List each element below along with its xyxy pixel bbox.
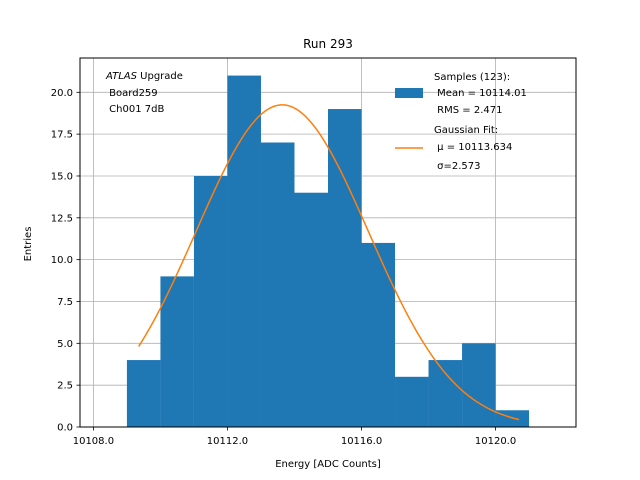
legend-swatch-samples	[395, 88, 423, 98]
histogram-bar	[126, 360, 161, 427]
histogram-bar	[160, 276, 194, 427]
legend-fit-mu: μ = 10113.634	[434, 142, 512, 153]
histogram-bar	[227, 75, 261, 428]
y-tick-label: 2.5	[57, 381, 73, 392]
detector-annotation: ATLAS Upgrade Board259 Ch001 7dB	[105, 71, 183, 115]
x-axis-ticks: 10108.0 10112.0 10116.0 10120.0	[73, 427, 516, 447]
annotation-line-1: ATLAS Upgrade	[105, 71, 183, 82]
y-axis-label: Entries	[23, 227, 34, 262]
legend-fit-sigma: σ=2.573	[434, 161, 481, 172]
x-tick-label: 10120.0	[475, 436, 516, 447]
fit-curve-layer	[138, 104, 520, 421]
histogram-bar	[395, 376, 429, 427]
x-tick-label: 10112.0	[207, 436, 248, 447]
x-tick-label: 10116.0	[341, 436, 382, 447]
y-tick-label: 0.0	[57, 423, 73, 434]
histogram-bar	[495, 410, 530, 427]
y-tick-label: 20.0	[51, 88, 73, 99]
histogram-bar	[294, 192, 328, 427]
y-tick-label: 15.0	[51, 171, 73, 182]
legend-samples-title: Samples (123):	[434, 72, 510, 83]
x-tick-label: 10108.0	[73, 436, 114, 447]
y-axis-ticks: 0.0 2.5 5.0 7.5 10.0 12.5 15.0 17.5 20.0	[51, 88, 80, 434]
gaussian-fit-curve	[138, 104, 520, 421]
annotation-upgrade: Upgrade	[137, 71, 183, 82]
histogram-bar	[260, 142, 295, 428]
annotation-line-3: Ch001 7dB	[106, 104, 164, 115]
legend-fit-title: Gaussian Fit:	[434, 125, 498, 136]
y-tick-label: 10.0	[51, 255, 73, 266]
chart-title: Run 293	[303, 37, 353, 51]
histogram-bars	[126, 75, 530, 428]
y-tick-label: 12.5	[51, 213, 73, 224]
annotation-line-2: Board259	[106, 88, 158, 99]
histogram-bar	[361, 242, 396, 427]
x-axis-label: Energy [ADC Counts]	[275, 459, 381, 470]
y-tick-label: 5.0	[57, 339, 73, 350]
y-tick-label: 7.5	[57, 297, 73, 308]
annotation-atlas: ATLAS	[105, 71, 138, 82]
legend-samples-rms: RMS = 2.471	[434, 105, 502, 116]
plot-frame	[79, 57, 577, 428]
histogram-bar	[328, 109, 362, 427]
histogram-bar	[193, 175, 228, 427]
legend-samples-mean: Mean = 10114.01	[434, 88, 527, 99]
legend: Samples (123): Mean = 10114.01 RMS = 2.4…	[395, 72, 527, 172]
histogram-bar	[462, 343, 496, 427]
histogram-bar	[428, 360, 463, 427]
y-tick-label: 17.5	[51, 130, 73, 141]
